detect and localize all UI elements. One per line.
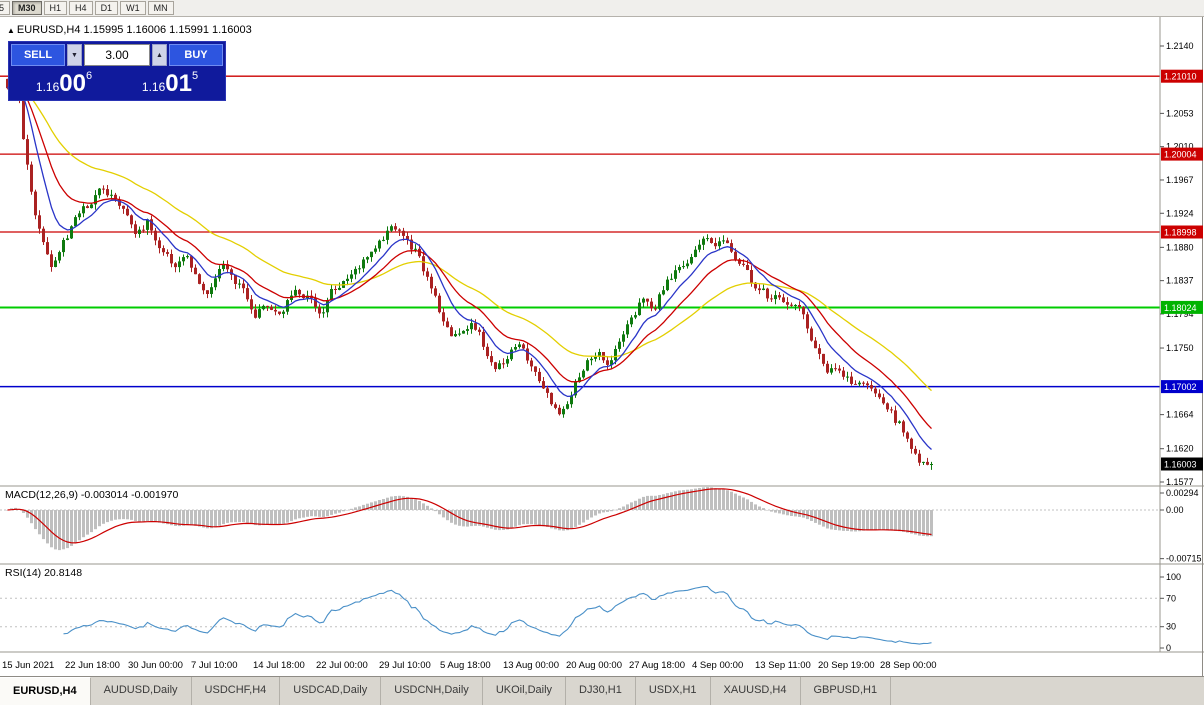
candles-layer (6, 59, 933, 470)
date-label: 14 Jul 18:00 (253, 660, 305, 671)
timeframe-button-h4[interactable]: H4 (69, 1, 93, 15)
macd-axis-label: -0.00715 (1166, 554, 1202, 564)
chart-tab-usdx-h1[interactable]: USDX,H1 (635, 677, 711, 705)
date-label: 13 Aug 00:00 (503, 660, 559, 671)
price-line-badge-label: 1.21010 (1164, 72, 1197, 82)
price-tick-label: 1.1664 (1166, 410, 1194, 420)
buy-button[interactable]: BUY (169, 44, 223, 66)
chart-tab-dj30-h1[interactable]: DJ30,H1 (566, 677, 636, 705)
buy-price-big-digits: 01 (165, 70, 192, 98)
buy-price-pip-digit: 5 (191, 70, 199, 82)
chart-tab-xauusd-h4[interactable]: XAUUSD,H4 (710, 677, 801, 705)
date-label: 20 Sep 19:00 (818, 660, 875, 671)
timeframe-button-d1[interactable]: D1 (94, 1, 119, 15)
one-click-controls-row: SELL ▼ 3.00 ▲ BUY (11, 44, 223, 66)
price-line-badge (1161, 147, 1203, 161)
date-label: 22 Jul 00:00 (316, 660, 368, 671)
macd-signal-line (7, 488, 932, 544)
date-label: 15 Jun 2021 (2, 660, 54, 671)
price-line-badge (1161, 457, 1203, 471)
quote-text: EURUSD,H4 1.15995 1.16006 1.15991 1.1600… (16, 24, 252, 36)
chart-tab-usdcnh-daily[interactable]: USDCNH,Daily (381, 677, 483, 705)
price-line-badge-label: 1.18024 (1164, 303, 1197, 313)
timeframe-button-m30[interactable]: M30 (12, 1, 42, 15)
date-label: 4 Sep 00:00 (692, 660, 743, 671)
price-tick-label: 1.2053 (1166, 108, 1194, 118)
chart-area[interactable]: 1.2140 1.2053 1.2010 1.1967 1.1924 1.1880 1.18… (0, 0, 1204, 676)
chart-tab-usdchf-h4[interactable]: USDCHF,H4 (191, 677, 281, 705)
price-line-badge-label: 1.20004 (1164, 150, 1197, 160)
price-tick-label: 1.1620 (1166, 444, 1194, 454)
price-tick-label: 1.1577 (1166, 477, 1194, 487)
price-tick-label: 1.2140 (1166, 41, 1194, 51)
price-tick-label: 1.2010 (1166, 142, 1194, 152)
rsi-line (63, 586, 932, 645)
quote-header: ▲ EURUSD,H4 1.15995 1.16006 1.15991 1.160… (7, 24, 252, 36)
one-click-prices-row: 1.16 00 6 1.16 01 5 (11, 66, 223, 98)
sell-price-pip-digit: 6 (85, 70, 93, 82)
date-label: 7 Jul 10:00 (191, 660, 237, 671)
date-label: 30 Jun 00:00 (128, 660, 183, 671)
macd-plot[interactable] (0, 487, 1160, 551)
sell-price-prefix: 1.16 (35, 80, 60, 95)
price-tick-label: 1.1924 (1166, 208, 1194, 218)
price-line-badge (1161, 69, 1203, 83)
volume-decrease-button[interactable]: ▼ (67, 44, 82, 66)
rsi-axis-label: 0 (1166, 643, 1171, 653)
rsi-plot[interactable] (0, 586, 1160, 645)
price-line-badge (1161, 380, 1203, 394)
price-line-badge (1161, 225, 1203, 239)
chart-tab-ukoil-daily[interactable]: UKOil,Daily (482, 677, 567, 705)
buy-price-prefix: 1.16 (141, 80, 166, 95)
slow-ma-yellow-line[interactable] (7, 85, 932, 392)
rsi-axis-label: 100 (1166, 572, 1181, 582)
price-tick-label: 1.1967 (1166, 175, 1194, 185)
sell-button[interactable]: SELL (11, 44, 65, 66)
volume-increase-button[interactable]: ▲ (152, 44, 167, 66)
chart-tab-audusd-daily[interactable]: AUDUSD,Daily (90, 677, 192, 705)
one-click-trading-panel: SELL ▼ 3.00 ▲ BUY 1.16 00 6 1.16 01 5 (8, 41, 226, 101)
macd-axis-label: 0.00 (1166, 505, 1184, 515)
macd-axis-label: 0.00294 (1166, 488, 1199, 498)
price-tick-label: 1.1837 (1166, 276, 1194, 286)
date-label: 13 Sep 11:00 (755, 660, 811, 671)
chart-tab-eurusd-h4[interactable]: EURUSD,H4 (0, 677, 91, 705)
date-label: 5 Aug 18:00 (440, 660, 491, 671)
date-label: 20 Aug 00:00 (566, 660, 622, 671)
rsi-label: RSI(14) 20.8148 (5, 567, 83, 579)
price-line-badge (1161, 300, 1203, 314)
rsi-axis-label: 70 (1166, 593, 1176, 603)
timeframe-toolbar: 5 M30 H1 H4 D1 W1 MN (0, 0, 1204, 17)
date-label: 29 Jul 10:00 (379, 660, 431, 671)
buy-price-display: 1.16 01 5 (117, 66, 223, 98)
price-tick-label: 1.1794 (1166, 309, 1194, 319)
timeframe-button-h1[interactable]: H1 (43, 1, 68, 15)
price-tick-label: 1.1880 (1166, 242, 1194, 252)
price-line-badge-label: 1.16003 (1164, 459, 1197, 469)
price-chart-plot[interactable] (0, 59, 1160, 470)
timeframe-button-5[interactable]: 5 (0, 1, 11, 15)
fast-ma-blue-line[interactable] (7, 81, 932, 450)
volume-input[interactable]: 3.00 (84, 44, 150, 66)
price-up-arrow-icon: ▲ (7, 26, 15, 35)
sell-price-display: 1.16 00 6 (11, 66, 117, 98)
date-label: 22 Jun 18:00 (65, 660, 120, 671)
price-line-badge-label: 1.18998 (1164, 228, 1197, 238)
chart-tabs-bar: EURUSD,H4 AUDUSD,Daily USDCHF,H4 USDCAD,Dai… (0, 676, 1204, 705)
date-label: 28 Sep 00:00 (880, 660, 937, 671)
timeframe-button-mn[interactable]: MN (147, 1, 174, 15)
chart-tab-usdcad-daily[interactable]: USDCAD,Daily (280, 677, 382, 705)
rsi-axis-label: 30 (1166, 622, 1176, 632)
mid-ma-red-line[interactable] (7, 84, 932, 430)
macd-label: MACD(12,26,9) -0.003014 -0.001970 (5, 489, 179, 501)
price-line-badge-label: 1.17002 (1164, 382, 1197, 392)
chart-tab-gbpusd-h1[interactable]: GBPUSD,H1 (800, 677, 892, 705)
date-label: 27 Aug 18:00 (629, 660, 685, 671)
timeframe-button-w1[interactable]: W1 (120, 1, 146, 15)
price-tick-label: 1.1750 (1166, 343, 1194, 353)
sell-price-big-digits: 00 (59, 70, 86, 98)
